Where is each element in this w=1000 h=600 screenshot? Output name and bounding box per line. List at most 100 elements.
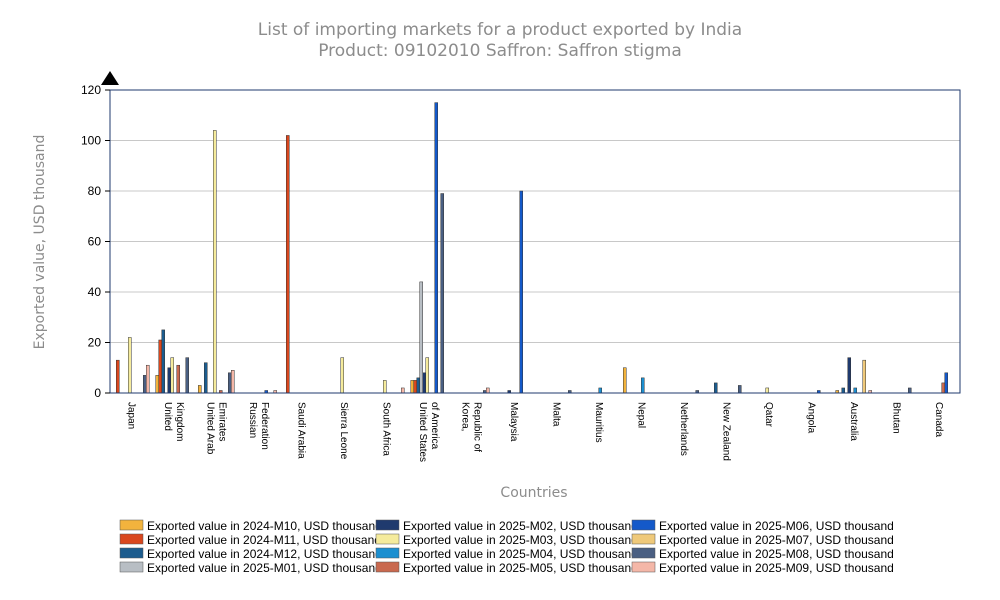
- x-tick-label-line: Sierra Leone: [338, 402, 349, 460]
- legend-item: Exported value in 2024-M10, USD thousand: [119, 519, 382, 533]
- legend-swatch: [119, 533, 144, 545]
- bar-2-2: [204, 362, 208, 394]
- legend-swatch: [375, 561, 400, 573]
- x-tick-label: South Africa: [380, 402, 391, 456]
- bar-19-8: [944, 372, 948, 394]
- x-tick-label-line: Russian: [247, 402, 258, 438]
- x-axis-title: Countries: [500, 485, 567, 501]
- bar-7-2: [416, 377, 420, 394]
- bar-1-0: [155, 375, 159, 394]
- legend-label: Exported value in 2025-M07, USD thousand: [659, 533, 894, 547]
- bar-11-6: [598, 387, 602, 394]
- y-tick-label: 120: [81, 83, 101, 97]
- bar-7-1: [413, 380, 417, 394]
- x-tick-label-line: Bhutan: [890, 402, 901, 434]
- bar-1-5: [170, 357, 174, 394]
- legend-label: Exported value in 2024-M10, USD thousand: [147, 519, 382, 533]
- legend-item: Exported value in 2024-M11, USD thousand: [119, 533, 381, 547]
- legend: Exported value in 2024-M10, USD thousand…: [119, 519, 894, 575]
- x-tick-label: Mauritius: [593, 402, 604, 443]
- legend-item: Exported value in 2025-M09, USD thousand: [631, 561, 894, 575]
- bar-7-10: [440, 193, 444, 394]
- bar-17-6: [853, 387, 857, 394]
- bar-0-11: [146, 364, 150, 394]
- bar-14-10: [738, 385, 742, 394]
- legend-label: Exported value in 2025-M03, USD thousand: [403, 533, 638, 547]
- chart-subtitle: Product: 09102010 Saffron: Saffron stigm…: [318, 41, 682, 61]
- y-tick-label: 0: [94, 386, 101, 400]
- legend-label: Exported value in 2025-M05, USD thousand: [403, 561, 638, 575]
- x-tick-label-line: United States: [417, 402, 428, 462]
- x-tick-label: Sierra Leone: [338, 402, 349, 460]
- legend-label: Exported value in 2024-M11, USD thousand: [147, 533, 381, 547]
- bar-12-6: [641, 377, 645, 394]
- bar-2-10: [228, 372, 232, 394]
- legend-item: Exported value in 2025-M02, USD thousand: [375, 519, 638, 533]
- bar-9-8: [519, 190, 523, 394]
- x-axis-ticks: Japan United Kingdom United Arab Emirates Rus…: [125, 402, 944, 462]
- bar-6-11: [401, 387, 405, 394]
- x-tick-label-line: Japan: [125, 402, 136, 429]
- legend-label: Exported value in 2025-M02, USD thousand: [403, 519, 638, 533]
- bar-17-9: [862, 359, 866, 394]
- x-tick-label: United States of America: [417, 402, 440, 462]
- legend-item: Exported value in 2025-M07, USD thousand: [631, 533, 894, 547]
- bar-17-2: [841, 387, 845, 394]
- legend-item: Exported value in 2025-M03, USD thousand: [375, 533, 638, 547]
- legend-label: Exported value in 2025-M01, USD thousand: [147, 561, 382, 575]
- x-tick-label: Qatar: [763, 402, 774, 428]
- bar-5-5: [340, 357, 344, 394]
- legend-swatch: [631, 561, 656, 573]
- bar-14-2: [714, 382, 718, 394]
- x-tick-label: Nepal: [635, 402, 646, 428]
- y-axis-arrow-icon: [101, 71, 119, 85]
- x-tick-label: Russian Federation: [247, 402, 270, 450]
- bar-1-2: [161, 329, 165, 394]
- bar-0-10: [143, 375, 147, 394]
- bar-18-10: [908, 387, 912, 394]
- bar-8-11: [486, 387, 490, 394]
- legend-item: Exported value in 2025-M05, USD thousand: [375, 561, 638, 575]
- y-axis-ticks: 0 20 40 60 80 100 120: [81, 83, 110, 400]
- legend-item: Exported value in 2025-M08, USD thousand: [631, 547, 894, 561]
- x-tick-label-line: Kingdom: [174, 402, 185, 441]
- y-tick-label: 80: [88, 184, 102, 198]
- legend-label: Exported value in 2025-M06, USD thousand: [659, 519, 894, 533]
- bar-1-4: [167, 367, 171, 394]
- x-tick-label: Japan: [125, 402, 136, 429]
- x-tick-label-line: Korea,: [459, 402, 470, 431]
- x-tick-label-line: Emirates: [216, 402, 227, 441]
- bars: [116, 102, 948, 394]
- bar-6-5: [383, 380, 387, 394]
- x-tick-label-line: Mauritius: [593, 402, 604, 443]
- x-tick-label: United Arab Emirates: [204, 402, 227, 455]
- legend-label: Exported value in 2024-M12, USD thousand: [147, 547, 382, 561]
- legend-item: Exported value in 2025-M01, USD thousand: [119, 561, 382, 575]
- y-tick-label: 100: [81, 134, 101, 148]
- x-tick-label: Australia: [848, 402, 859, 441]
- x-tick-label-line: Australia: [848, 402, 859, 441]
- bar-19-7: [941, 382, 945, 394]
- bar-17-4: [847, 357, 851, 394]
- bar-0-5: [128, 337, 132, 394]
- y-tick-label: 40: [88, 285, 102, 299]
- legend-swatch: [119, 547, 144, 559]
- legend-swatch: [375, 547, 400, 559]
- legend-swatch: [375, 533, 400, 545]
- legend-item: Exported value in 2025-M04, USD thousand: [375, 547, 638, 561]
- legend-swatch: [119, 519, 144, 531]
- x-tick-label-line: Qatar: [763, 402, 774, 428]
- x-tick-label: Saudi Arabia: [295, 402, 306, 459]
- x-tick-label-line: Federation: [259, 402, 270, 450]
- legend-label: Exported value in 2025-M09, USD thousand: [659, 561, 894, 575]
- x-tick-label-line: Nepal: [635, 402, 646, 428]
- x-tick-label: New Zealand: [720, 402, 731, 461]
- bar-2-0: [198, 385, 202, 394]
- bar-7-5: [425, 357, 429, 394]
- bar-1-1: [158, 339, 162, 394]
- legend-label: Exported value in 2025-M04, USD thousand: [403, 547, 638, 561]
- legend-item: Exported value in 2024-M12, USD thousand: [119, 547, 382, 561]
- gridlines: [110, 140, 960, 343]
